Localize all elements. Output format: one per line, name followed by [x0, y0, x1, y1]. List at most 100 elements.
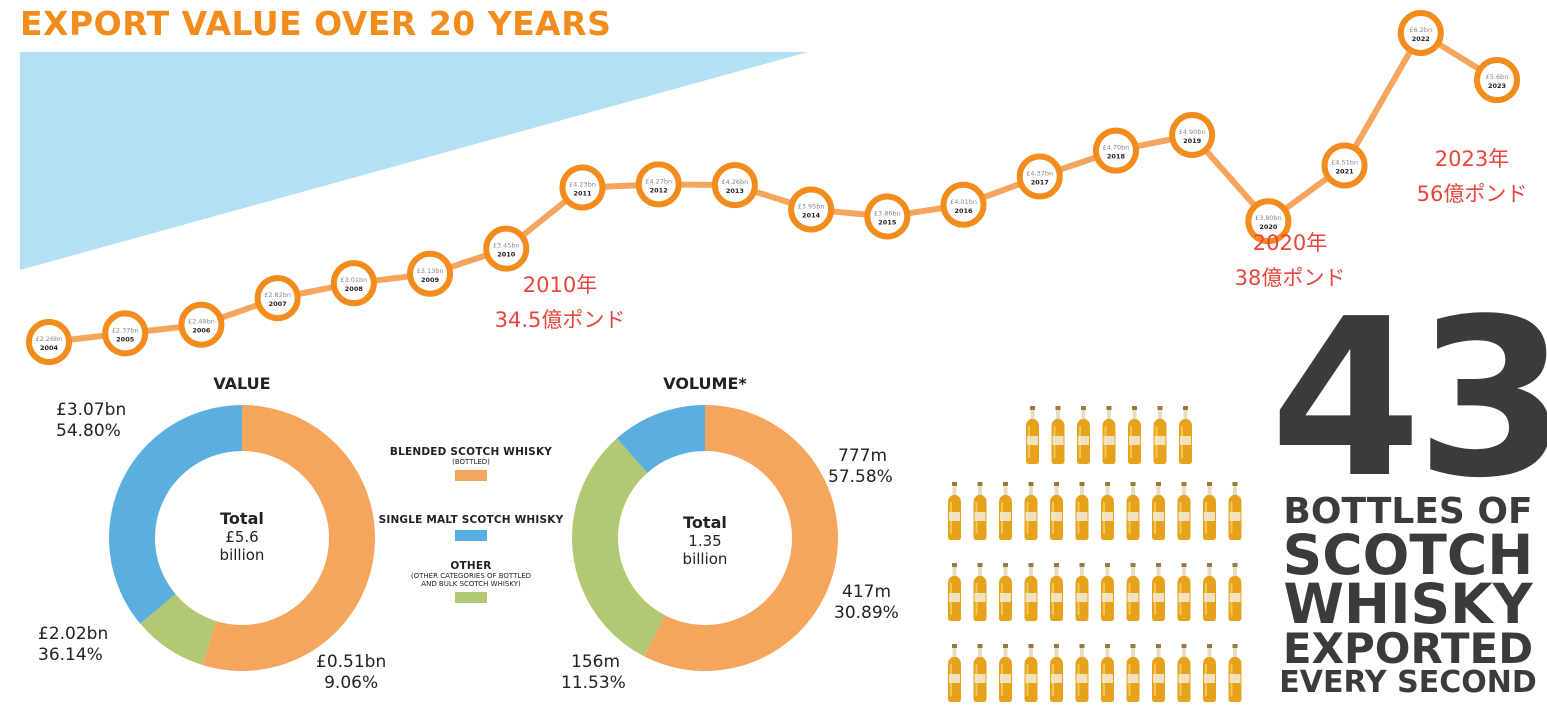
bottle-cap: [977, 644, 983, 648]
bottle-label: [1127, 674, 1139, 683]
bottle-neck: [1054, 486, 1059, 495]
bottle-neck: [1182, 567, 1186, 576]
annotation-2020: 2020年 38億ポンド: [1200, 226, 1380, 296]
whisky-bottle-icon: [1101, 482, 1114, 540]
bottle-cap: [1105, 563, 1110, 567]
point-value-label: £3.80bn: [1255, 214, 1282, 222]
whisky-bottle-icon: [1126, 563, 1140, 621]
point-year-label: 2015: [878, 219, 897, 227]
point-year-label: 2005: [116, 335, 135, 343]
legend-blended: BLENDED SCOTCH WHISKY (BOTTLED): [378, 446, 564, 481]
volume-label-other: 417m 30.89%: [834, 582, 899, 624]
bottle-neck: [1081, 410, 1086, 419]
whisky-bottle-icon: [1024, 482, 1038, 540]
bottle-neck: [1003, 486, 1008, 495]
whisky-bottle-icon: [973, 482, 987, 540]
value-donut-chart: [108, 405, 375, 671]
bottle-cap: [977, 482, 983, 486]
headline-number: 43: [1270, 273, 1547, 526]
legend-other: OTHER (OTHER CATEGORIES OF BOTTLED AND B…: [378, 560, 564, 603]
bottle-label: [1052, 436, 1064, 445]
bottle-neck: [952, 567, 957, 576]
bottle-cap: [952, 563, 957, 567]
value-label-blended: £3.07bn 54.80%: [56, 400, 126, 442]
bottle-label: [1000, 674, 1011, 683]
whisky-bottle-icon: [973, 644, 987, 702]
point-marker: [330, 260, 377, 307]
whisky-bottle-icon: [1128, 406, 1141, 464]
legend-single-name: SINGLE MALT SCOTCH WHISKY: [378, 514, 564, 526]
volume-label-single-percent: 11.53%: [561, 673, 626, 693]
bottle-label: [1229, 674, 1241, 683]
legend-other-swatch: [455, 592, 487, 603]
point-value-label: £4.70bn: [1103, 144, 1130, 152]
bottle-neck: [1029, 648, 1033, 657]
point-year-label: 2022: [1412, 35, 1430, 43]
point-year-label: 2008: [345, 285, 364, 293]
point-marker: [26, 319, 72, 365]
point-marker: [407, 250, 454, 297]
point-marker: [178, 301, 225, 348]
whisky-bottle-icon: [1152, 563, 1165, 621]
legend-blended-swatch: [455, 470, 487, 481]
bottle-label: [1051, 593, 1062, 602]
bottle-label: [1025, 512, 1037, 521]
annotation-2020-value: 38億ポンド: [1234, 266, 1346, 290]
bottle-label: [1129, 436, 1140, 445]
bottle-cap: [1028, 482, 1034, 486]
bottle-neck: [1054, 648, 1059, 657]
bottle-neck: [1105, 486, 1110, 495]
headline-line-2: SCOTCH: [1282, 523, 1534, 587]
bottle-cap: [1130, 644, 1136, 648]
volume-label-single: 156m 11.53%: [561, 652, 626, 694]
bottle-cap: [1055, 406, 1061, 410]
volume-label-other-percent: 30.89%: [834, 603, 899, 623]
value-label-single-percent: 36.14%: [38, 645, 103, 665]
volume-label-other-amount: 417m: [842, 582, 892, 602]
headline-line-4: EXPORTED: [1282, 624, 1534, 673]
volume-center: Total 1.35 billion: [645, 514, 765, 569]
bottle-grid: [948, 406, 1242, 702]
bottle-cap: [1079, 482, 1085, 486]
whisky-bottle-icon: [1102, 406, 1116, 464]
legend-single-swatch: [455, 530, 487, 541]
bottle-neck: [978, 486, 982, 495]
headline: 43 BOTTLES OF SCOTCH WHISKY EXPORTED EVE…: [1270, 273, 1547, 698]
point-value-label: £4.27bn: [645, 177, 672, 185]
bottle-neck: [1054, 567, 1059, 576]
point-value-label: £3.45bn: [493, 242, 520, 250]
bottle-cap: [1130, 563, 1136, 567]
value-label-single-amount: £2.02bn: [38, 624, 109, 644]
bottle-cap: [1181, 482, 1187, 486]
bottle-label: [1127, 512, 1139, 521]
bottle-cap: [1105, 482, 1110, 486]
value-center-unit: billion: [219, 546, 265, 564]
bottle-label: [949, 593, 960, 602]
bottle-label: [949, 674, 960, 683]
bottle-cap: [1132, 406, 1137, 410]
point-value-label: £3.13bn: [417, 267, 444, 275]
whisky-bottle-icon: [999, 644, 1012, 702]
bottle-neck: [978, 648, 982, 657]
whisky-bottle-icon: [1203, 563, 1216, 621]
bottle-cap: [1156, 644, 1161, 648]
point-marker: [940, 181, 987, 228]
bottle-label: [1229, 512, 1241, 521]
bottle-neck: [1029, 567, 1033, 576]
annotation-2023: 2023年 56億ポンド: [1382, 142, 1547, 212]
whisky-bottle-icon: [999, 563, 1012, 621]
bottle-label: [1025, 674, 1037, 683]
point-marker: [254, 275, 301, 322]
bottle-label: [1204, 512, 1215, 521]
whisky-bottle-icon: [973, 563, 987, 621]
bottle-cap: [1054, 644, 1059, 648]
bottle-label: [1127, 593, 1139, 602]
whisky-bottle-icon: [1026, 406, 1039, 464]
